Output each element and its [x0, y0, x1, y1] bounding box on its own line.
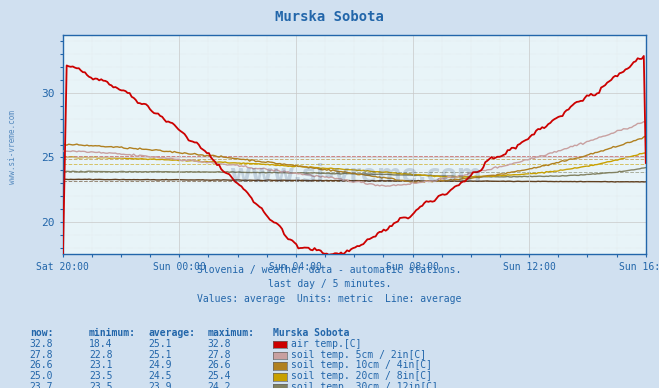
Text: Slovenia / weather data - automatic stations.: Slovenia / weather data - automatic stat… — [197, 265, 462, 275]
Text: soil temp. 20cm / 8in[C]: soil temp. 20cm / 8in[C] — [291, 371, 432, 381]
Text: minimum:: minimum: — [89, 328, 136, 338]
Text: maximum:: maximum: — [208, 328, 254, 338]
Text: 22.8: 22.8 — [89, 350, 113, 360]
Text: last day / 5 minutes.: last day / 5 minutes. — [268, 279, 391, 289]
Text: 25.0: 25.0 — [30, 371, 53, 381]
Text: soil temp. 30cm / 12in[C]: soil temp. 30cm / 12in[C] — [291, 382, 438, 388]
Text: 26.6: 26.6 — [30, 360, 53, 371]
Text: 24.2: 24.2 — [208, 382, 231, 388]
Text: Murska Sobota: Murska Sobota — [275, 10, 384, 24]
Text: 32.8: 32.8 — [30, 339, 53, 349]
Text: 24.9: 24.9 — [148, 360, 172, 371]
Text: 32.8: 32.8 — [208, 339, 231, 349]
Text: 23.1: 23.1 — [89, 360, 113, 371]
Text: soil temp. 10cm / 4in[C]: soil temp. 10cm / 4in[C] — [291, 360, 432, 371]
Text: www.si-vreme.com: www.si-vreme.com — [229, 163, 482, 187]
Text: 25.1: 25.1 — [148, 339, 172, 349]
Text: 23.7: 23.7 — [30, 382, 53, 388]
Text: average:: average: — [148, 328, 195, 338]
Text: Murska Sobota: Murska Sobota — [273, 328, 350, 338]
Text: 26.6: 26.6 — [208, 360, 231, 371]
Text: now:: now: — [30, 328, 53, 338]
Text: www.si-vreme.com: www.si-vreme.com — [8, 111, 17, 184]
Text: Values: average  Units: metric  Line: average: Values: average Units: metric Line: aver… — [197, 294, 462, 304]
Text: 25.4: 25.4 — [208, 371, 231, 381]
Text: air temp.[C]: air temp.[C] — [291, 339, 361, 349]
Text: 23.9: 23.9 — [148, 382, 172, 388]
Text: 18.4: 18.4 — [89, 339, 113, 349]
Text: 27.8: 27.8 — [208, 350, 231, 360]
Text: 27.8: 27.8 — [30, 350, 53, 360]
Text: soil temp. 5cm / 2in[C]: soil temp. 5cm / 2in[C] — [291, 350, 426, 360]
Text: 24.5: 24.5 — [148, 371, 172, 381]
Text: 23.5: 23.5 — [89, 382, 113, 388]
Text: 25.1: 25.1 — [148, 350, 172, 360]
Text: 23.5: 23.5 — [89, 371, 113, 381]
